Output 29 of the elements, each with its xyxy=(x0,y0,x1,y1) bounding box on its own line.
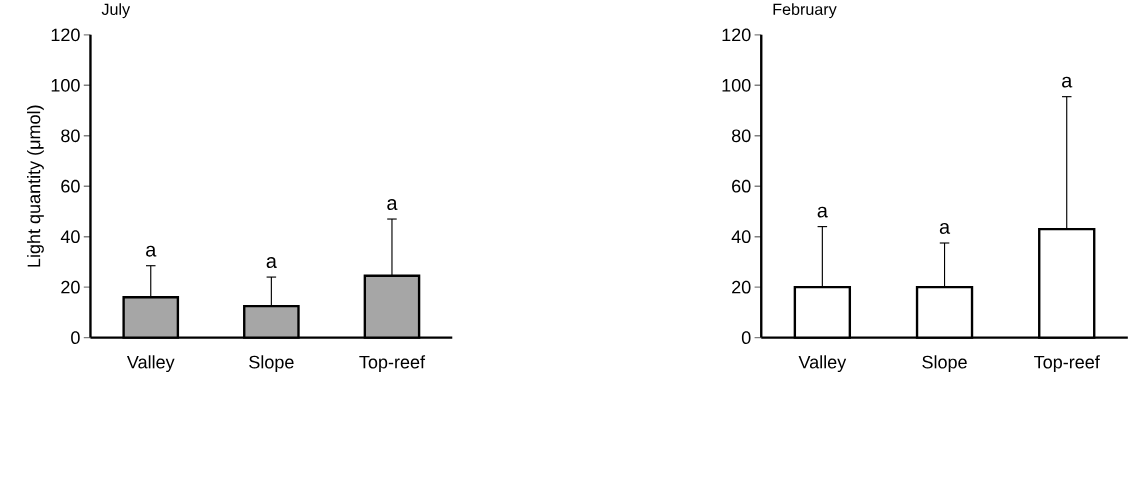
y-tick-label: 100 xyxy=(51,78,80,92)
x-tick-label: Top-reef xyxy=(359,355,426,372)
y-tick-label: 20 xyxy=(732,280,751,294)
annotation: a xyxy=(146,245,157,257)
chart-title: February xyxy=(773,3,837,19)
y-tick-label: 120 xyxy=(51,28,80,42)
chart-title: July xyxy=(101,3,131,19)
annotation: a xyxy=(266,257,277,268)
x-tick-label: Top-reef xyxy=(1034,355,1100,372)
y-tick-label: 60 xyxy=(732,179,751,193)
annotation: a xyxy=(1062,76,1073,88)
annotation: a xyxy=(817,206,828,218)
y-tick-label: 80 xyxy=(61,129,80,143)
y-tick-label: 40 xyxy=(60,230,80,244)
y-tick-label: 0 xyxy=(71,331,80,344)
y-tick-label: 80 xyxy=(731,129,751,143)
x-tick-label: Valley xyxy=(798,355,847,373)
annotation: a xyxy=(939,222,951,234)
x-tick-label: Valley xyxy=(126,355,175,373)
x-tick-label: Slope xyxy=(249,355,294,373)
y-tick-label: 120 xyxy=(722,28,751,42)
y-tick-label: 60 xyxy=(61,179,80,193)
y-tick-label: 40 xyxy=(731,230,751,244)
y-tick-label: 100 xyxy=(722,78,751,92)
y-axis-title: Light quantity (μmol) xyxy=(27,105,44,267)
annotation: a xyxy=(387,199,398,210)
y-tick-label: 20 xyxy=(61,280,80,294)
y-tick-label: 0 xyxy=(741,331,751,344)
x-tick-label: Slope xyxy=(922,355,967,373)
